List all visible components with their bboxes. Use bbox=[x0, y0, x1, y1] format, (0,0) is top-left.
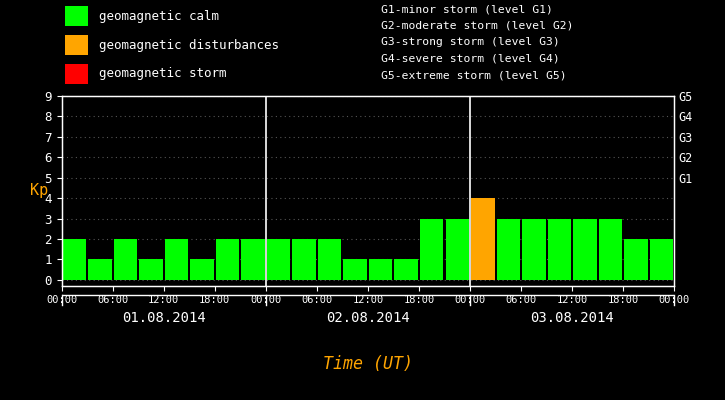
Text: G4-severe storm (level G4): G4-severe storm (level G4) bbox=[381, 54, 560, 64]
Text: 01.08.2014: 01.08.2014 bbox=[122, 311, 206, 325]
Bar bbox=[165, 239, 189, 280]
Bar bbox=[114, 239, 137, 280]
Bar bbox=[88, 260, 112, 280]
Text: geomagnetic calm: geomagnetic calm bbox=[99, 10, 220, 23]
Bar bbox=[420, 218, 444, 280]
Bar bbox=[65, 64, 88, 84]
Bar bbox=[446, 218, 469, 280]
Bar bbox=[139, 260, 162, 280]
Bar bbox=[394, 260, 418, 280]
Bar bbox=[62, 239, 86, 280]
Bar bbox=[267, 239, 290, 280]
Bar bbox=[522, 218, 546, 280]
Bar bbox=[650, 239, 674, 280]
Bar bbox=[547, 218, 571, 280]
Bar bbox=[65, 35, 88, 55]
Bar bbox=[471, 198, 494, 280]
Text: Time (UT): Time (UT) bbox=[323, 355, 413, 373]
Bar bbox=[369, 260, 392, 280]
Bar bbox=[497, 218, 520, 280]
Y-axis label: Kp: Kp bbox=[30, 184, 48, 198]
Bar bbox=[241, 239, 265, 280]
Text: G3-strong storm (level G3): G3-strong storm (level G3) bbox=[381, 37, 560, 47]
Bar bbox=[624, 239, 647, 280]
Text: 03.08.2014: 03.08.2014 bbox=[530, 311, 614, 325]
Bar bbox=[599, 218, 622, 280]
Bar bbox=[292, 239, 316, 280]
Text: G5-extreme storm (level G5): G5-extreme storm (level G5) bbox=[381, 70, 566, 81]
Text: geomagnetic storm: geomagnetic storm bbox=[99, 67, 227, 80]
Bar bbox=[573, 218, 597, 280]
Bar bbox=[318, 239, 341, 280]
Bar bbox=[190, 260, 214, 280]
Text: 02.08.2014: 02.08.2014 bbox=[326, 311, 410, 325]
Text: G2-moderate storm (level G2): G2-moderate storm (level G2) bbox=[381, 21, 573, 31]
Bar bbox=[216, 239, 239, 280]
Bar bbox=[65, 6, 88, 26]
Text: G1-minor storm (level G1): G1-minor storm (level G1) bbox=[381, 4, 552, 14]
Bar bbox=[344, 260, 367, 280]
Text: geomagnetic disturbances: geomagnetic disturbances bbox=[99, 38, 279, 52]
